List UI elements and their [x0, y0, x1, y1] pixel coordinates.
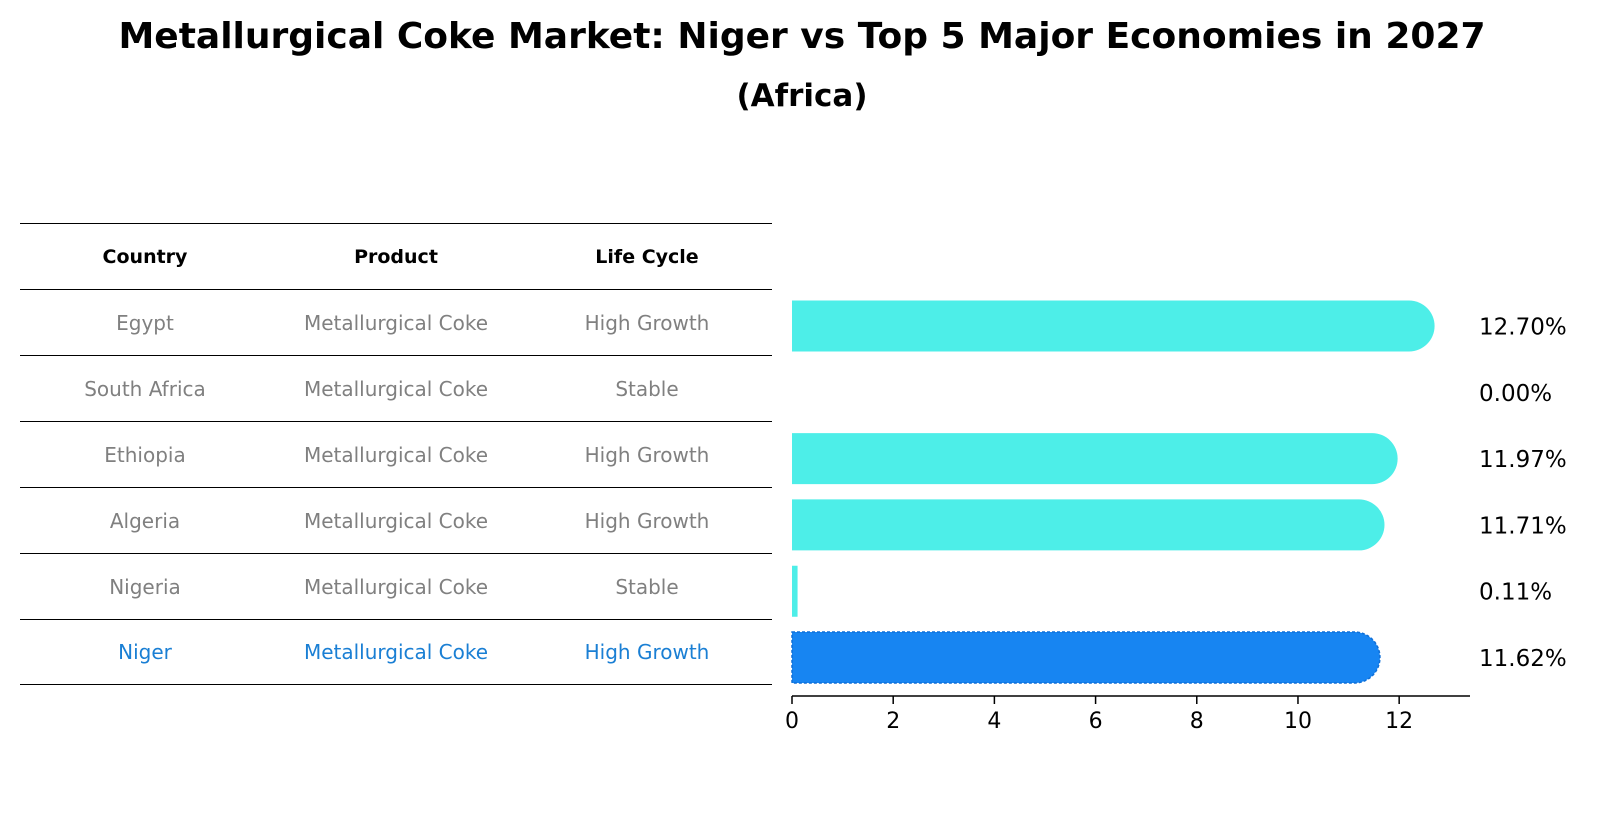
table-row: Ethiopia Metallurgical Coke High Growth — [20, 421, 772, 487]
country-cell: South Africa — [84, 376, 206, 401]
life-cycle-cell: High Growth — [584, 508, 710, 533]
value-label-egypt: 12.70% — [1479, 315, 1567, 341]
bar-algeria — [792, 499, 1385, 551]
country-cell: Egypt — [116, 310, 174, 335]
value-label-niger: 11.62% — [1479, 646, 1567, 672]
value-label-south-africa: 0.00% — [1479, 381, 1552, 407]
product-cell: Metallurgical Coke — [303, 508, 489, 533]
chart-subtitle: (Africa) — [736, 78, 868, 114]
table-row: Nigeria Metallurgical Coke Stable — [20, 553, 772, 619]
x-tick-label: 8 — [1190, 709, 1204, 734]
country-cell: Algeria — [109, 508, 181, 533]
life-cycle-cell: High Growth — [584, 310, 710, 335]
product-cell: Metallurgical Coke — [303, 376, 489, 401]
value-label-algeria: 11.71% — [1479, 513, 1567, 539]
product-cell: Metallurgical Coke — [303, 442, 489, 467]
table-row: South Africa Metallurgical Coke Stable — [20, 355, 772, 421]
table-row-highlight: Niger Metallurgical Coke High Growth — [20, 619, 772, 685]
bar-niger — [791, 631, 1381, 684]
x-tick-label: 2 — [886, 709, 900, 734]
x-tick-label: 12 — [1385, 709, 1413, 734]
value-label-ethiopia: 11.97% — [1479, 447, 1567, 473]
column-header-product: Product — [354, 245, 438, 268]
country-cell: Nigeria — [109, 574, 181, 599]
x-tick-label: 6 — [1089, 709, 1103, 734]
bar-egypt — [792, 300, 1435, 352]
x-tick-label: 0 — [785, 709, 799, 734]
table-header-row: Country Product Life Cycle — [20, 223, 772, 289]
column-header-life-cycle: Life Cycle — [595, 245, 699, 268]
value-label-nigeria: 0.11% — [1479, 580, 1552, 606]
country-cell: Ethiopia — [104, 442, 186, 467]
product-cell: Metallurgical Coke — [303, 574, 489, 599]
product-cell: Metallurgical Coke — [303, 640, 489, 664]
x-tick-label: 4 — [987, 709, 1001, 734]
table-row: Algeria Metallurgical Coke High Growth — [20, 487, 772, 553]
life-cycle-cell: Stable — [615, 574, 679, 599]
country-cell: Niger — [118, 640, 172, 664]
data-table: Country Product Life Cycle Egypt Metallu… — [20, 223, 772, 685]
chart-title: Metallurgical Coke Market: Niger vs Top … — [118, 16, 1486, 57]
column-header-country: Country — [102, 245, 188, 268]
table-row: Egypt Metallurgical Coke High Growth — [20, 289, 772, 355]
life-cycle-cell: High Growth — [584, 640, 710, 664]
bar-ethiopia — [792, 433, 1398, 485]
bar-nigeria — [792, 565, 798, 617]
life-cycle-cell: Stable — [615, 376, 679, 401]
life-cycle-cell: High Growth — [584, 442, 710, 467]
product-cell: Metallurgical Coke — [303, 310, 489, 335]
x-tick-label: 10 — [1284, 709, 1312, 734]
